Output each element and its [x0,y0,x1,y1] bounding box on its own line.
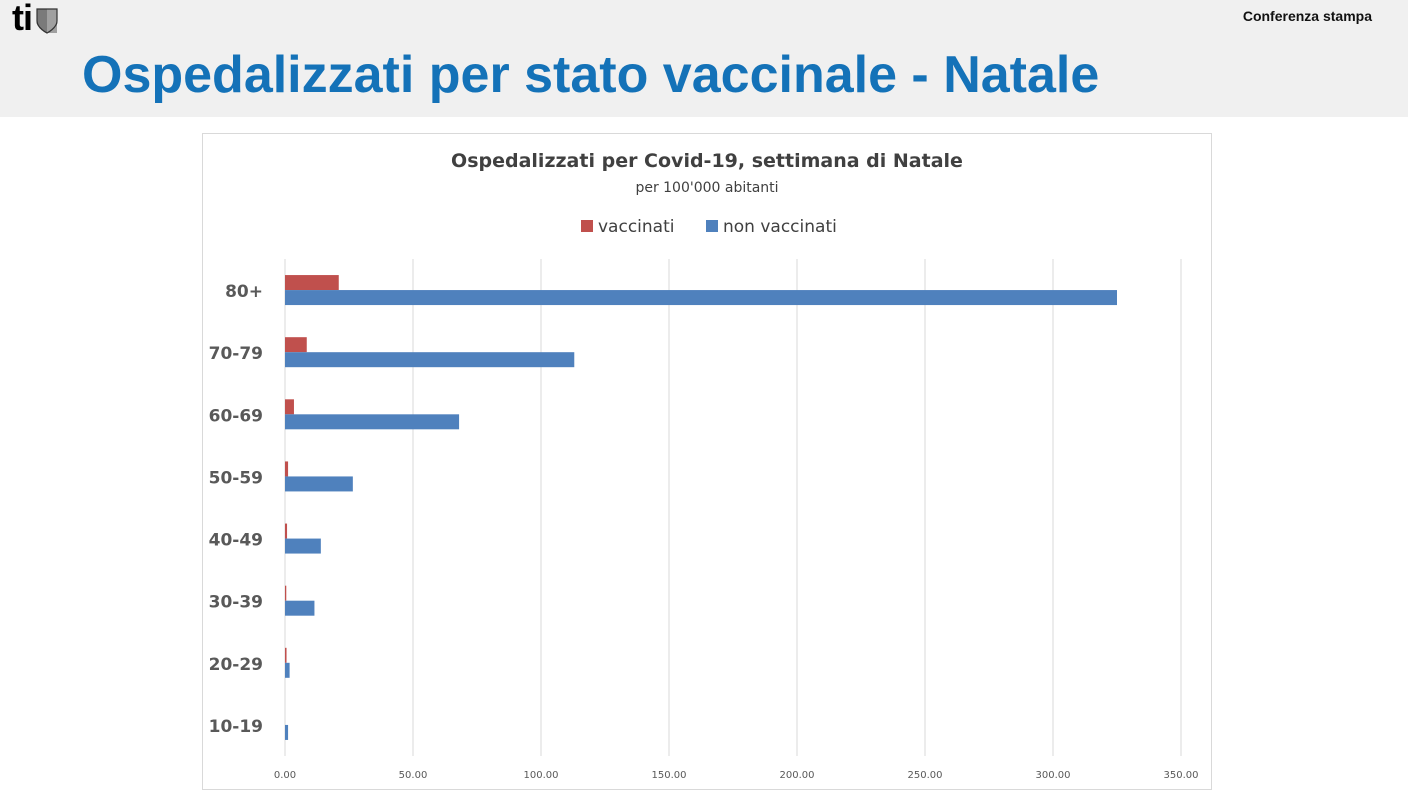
legend-swatch [581,220,593,232]
chart-subtitle: per 100'000 abitanti [635,180,778,196]
bar-non-vaccinati [285,600,315,616]
x-tick-label: 50.00 [399,770,428,781]
category-label: 50-59 [209,468,263,488]
legend-label: non vaccinati [723,217,837,237]
value-axis: 0.00 50.00 100.00 150.00 200.00 250.00 300.00 3… [274,770,1199,781]
bar-vaccinati [285,275,339,291]
bar-vaccinati [285,337,307,353]
x-tick-label: 100.00 [524,770,559,781]
legend-label: vaccinati [598,217,674,237]
bar-vaccinati [285,523,288,539]
category-label: 40-49 [209,531,263,551]
x-tick-label: 300.00 [1036,770,1071,781]
slide-title: Ospedalizzati per stato vaccinale - Nata… [82,46,1100,104]
category-axis: 80+ 70-79 60-69 50-59 40-49 30-39 20-29 10-19 [209,282,263,737]
x-tick-label: 0.00 [274,770,296,781]
ticino-logo: ti [12,0,58,36]
shield-icon [36,8,58,34]
chart-bars [285,275,1117,740]
bar-non-vaccinati [285,538,321,554]
bar-non-vaccinati [285,352,575,368]
press-conference-label: Conferenza stampa [1242,8,1372,24]
category-label: 10-19 [209,717,263,737]
bar-vaccinati [285,399,294,415]
x-tick-label: 200.00 [780,770,815,781]
chart-grid [284,259,1182,756]
slide-header: ti Conferenza stampa Ospedalizzati per s… [0,0,1408,117]
bar-non-vaccinati [285,414,460,430]
logo-text: ti [12,0,33,38]
bar-non-vaccinati [285,290,1117,306]
chart-title: Ospedalizzati per Covid-19, settimana di… [451,150,963,172]
bar-vaccinati [285,461,289,477]
chart-legend: vaccinati non vaccinati [581,217,837,237]
category-label: 60-69 [209,406,263,426]
bar-vaccinati [285,647,287,663]
category-label: 30-39 [209,593,263,613]
bar-non-vaccinati [285,724,289,740]
x-tick-label: 250.00 [908,770,943,781]
category-label: 80+ [225,282,263,302]
chart-frame: Ospedalizzati per Covid-19, settimana di… [202,133,1212,790]
bar-vaccinati [285,585,287,601]
category-label: 70-79 [209,344,263,364]
x-tick-label: 150.00 [652,770,687,781]
bar-non-vaccinati [285,662,290,678]
x-tick-label: 350.00 [1164,770,1199,781]
category-label: 20-29 [209,655,263,675]
bar-non-vaccinati [285,476,353,492]
hospitalization-bar-chart: Ospedalizzati per Covid-19, settimana di… [209,150,1199,781]
legend-swatch [706,220,718,232]
